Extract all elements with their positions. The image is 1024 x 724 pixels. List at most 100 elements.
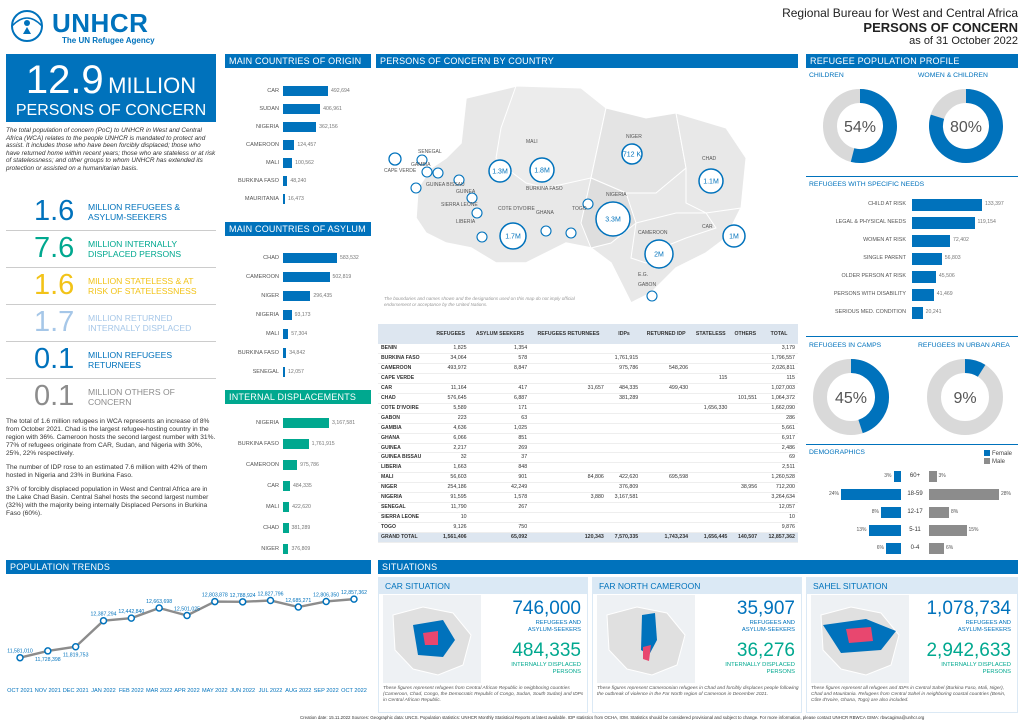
divider xyxy=(806,176,1018,177)
table-cell xyxy=(431,373,470,384)
demo-row: 24% 18-59 28% xyxy=(806,486,1018,504)
table-cell: 417 xyxy=(469,383,531,394)
bar xyxy=(283,122,317,132)
table-cell xyxy=(606,502,642,514)
urban-title: REFUGEES IN URBAN AREA xyxy=(918,342,1010,349)
map-country-label: GAMBIA xyxy=(411,162,431,168)
map-country-label: LIBERIA xyxy=(456,219,476,225)
bar-value: 381,289 xyxy=(291,524,311,531)
needs-value: 41,469 xyxy=(936,291,953,297)
demo-female-value: 3% xyxy=(884,473,892,479)
table-cell: SENEGAL xyxy=(378,502,432,514)
table-cell xyxy=(730,403,761,414)
map-bubble-label: 3.3M xyxy=(605,217,621,224)
table-total-cell: 140,507 xyxy=(730,532,761,544)
table-header-cell: IDPs xyxy=(606,324,642,344)
breakdown-item: 1.6 MILLION STATELESS & AT RISK OF STATEL… xyxy=(6,267,216,306)
table-cell: 578 xyxy=(469,353,531,364)
table-cell xyxy=(691,443,731,454)
bar xyxy=(283,501,290,512)
table-cell: 381,289 xyxy=(606,393,642,404)
legend-female-label: Female xyxy=(992,451,1013,457)
demo-female-value: 6% xyxy=(876,545,884,551)
table-header-cell: TOTAL xyxy=(760,324,798,344)
bar-label: NIGER xyxy=(261,292,279,299)
table-cell: 2,486 xyxy=(760,443,798,454)
origin-header: MAIN COUNTRIES OF ORIGIN xyxy=(225,54,371,68)
table-cell: 11,164 xyxy=(431,383,470,394)
demo-male-bar xyxy=(929,543,944,554)
table-header-cell: REFUGEES RETURNEES xyxy=(530,324,607,344)
situation-refugee-label: REFUGEES AND ASYLUM-SEEKERS xyxy=(957,620,1011,633)
bar-label: MAURITANIA xyxy=(244,196,279,202)
table-cell: 1,662,090 xyxy=(760,403,798,414)
breakdown-item: 7.6 MILLION INTERNALLY DISPLACED PERSONS xyxy=(6,230,216,269)
table-cell xyxy=(691,482,731,494)
situation-idp-value: 2,942,633 xyxy=(926,640,1011,661)
page-title: PERSONS OF CONCERN xyxy=(863,20,1018,35)
table-cell: COTE D'IVOIRE xyxy=(378,403,432,414)
situation-idp-value: 36,276 xyxy=(736,640,795,661)
table-cell xyxy=(641,353,692,364)
bar xyxy=(283,522,289,533)
donut-value: 54% xyxy=(844,119,876,136)
map-bubble-label: 2M xyxy=(654,252,664,259)
bar xyxy=(283,140,295,150)
kpi-unit: MILLION xyxy=(108,73,197,98)
map-country-label: GHANA xyxy=(536,210,554,216)
camps-donut: 45% xyxy=(813,359,889,435)
table-cell xyxy=(730,502,761,514)
breakdown-value: 0.1 xyxy=(34,343,75,375)
table-cell xyxy=(691,383,731,394)
idp-chart: NIGERIA 3,167,581 BURKINA FASO 1,761,915 CAM… xyxy=(225,412,371,554)
bar-label: CHAD xyxy=(263,524,279,531)
situation-map-svg xyxy=(392,606,472,676)
table-cell xyxy=(641,433,692,444)
breakdown-label: MILLION STATELESS & AT RISK OF STATELESS… xyxy=(88,276,197,296)
needs-row: CHILD AT RISK 133,397 xyxy=(806,196,1018,214)
situation-idp-value: 484,335 xyxy=(512,640,581,661)
bar xyxy=(283,347,287,358)
trend-data-label: 12,788,924 xyxy=(230,593,256,599)
table-cell xyxy=(691,433,731,444)
needs-bar xyxy=(912,199,982,211)
bar xyxy=(283,290,311,301)
table-cell: 499,430 xyxy=(641,383,692,394)
map-bubble-small xyxy=(476,231,488,243)
map-bubble-label: 1.8M xyxy=(534,168,550,175)
legend-female: Female xyxy=(984,450,1012,458)
trend-point xyxy=(266,596,275,605)
table-row: BENIN 1,825 1,354 3,179 xyxy=(378,344,798,354)
needs-bar xyxy=(912,289,934,301)
situation-map xyxy=(383,595,481,683)
needs-bar xyxy=(912,271,936,283)
table-row: GUINEA 2,217 269 2,486 xyxy=(378,443,798,454)
table-cell xyxy=(530,522,607,534)
table-cell: 712,200 xyxy=(760,482,798,494)
table-cell: CAR xyxy=(378,383,432,394)
situation-map xyxy=(811,595,909,683)
situation-idp-label: INTERNALLY DISPLACED PERSONS xyxy=(511,662,581,675)
map-bubble-small xyxy=(646,290,658,302)
bar-row: BURKINA FASO 1,761,915 xyxy=(225,433,371,454)
breakdown-divider xyxy=(6,267,216,268)
table-cell: 286 xyxy=(760,413,798,424)
trend-point xyxy=(155,604,163,612)
needs-bar xyxy=(912,253,942,265)
bar-row: MALI 57,304 xyxy=(225,324,371,343)
breakdown-value: 1.6 xyxy=(34,195,75,227)
table-cell xyxy=(691,413,731,424)
table-cell xyxy=(730,373,761,384)
situation-refugee-label: REFUGEES AND ASYLUM-SEEKERS xyxy=(741,620,795,633)
needs-value: 45,506 xyxy=(938,273,955,279)
bar-row: BURKINA FASO 34,842 xyxy=(225,343,371,362)
bar-row: CAMEROON 124,457 xyxy=(225,136,371,154)
bar xyxy=(283,480,291,491)
bar xyxy=(283,459,298,470)
demo-female-value: 24% xyxy=(828,491,839,497)
table-cell: 1,761,915 xyxy=(606,353,642,364)
table-cell: CHAD xyxy=(378,393,432,404)
map-country-label: GUINEA xyxy=(456,189,476,195)
origin-chart: CAR 492,694 SUDAN 406,961 NIGERIA 362,156 CAME… xyxy=(225,82,371,212)
needs-row: PERSONS WITH DISABILITY 41,469 xyxy=(806,286,1018,304)
